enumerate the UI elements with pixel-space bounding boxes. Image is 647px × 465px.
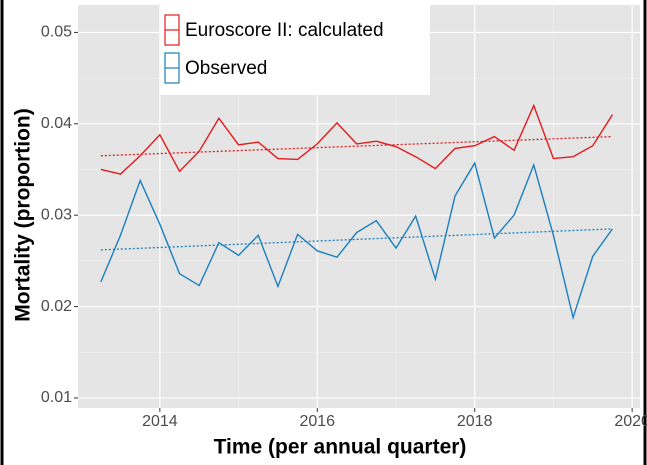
x-tick-label: 2016 — [299, 413, 335, 430]
x-axis-title: Time (per annual quarter) — [214, 436, 467, 459]
legend-label: Observed — [185, 58, 267, 79]
legend-label: Euroscore II: calculated — [185, 20, 384, 41]
marks — [100, 103, 614, 321]
series-line — [100, 161, 614, 321]
x-tick-label: 2014 — [142, 413, 178, 430]
y-tick-label: 0.04 — [41, 115, 72, 132]
legend-box — [160, 5, 430, 95]
y-tick-label: 0.02 — [41, 298, 72, 315]
grid: 0.01 0.02 0.03 0.04 0.05 2014 2016 2018 2020 — [41, 5, 647, 430]
legend: Euroscore II: calculated Observed — [160, 5, 430, 95]
y-tick-label: 0.01 — [41, 389, 72, 406]
y-axis-title: Mortality (proportion) — [12, 108, 35, 321]
trend-line — [100, 228, 613, 251]
trend-line — [100, 135, 613, 157]
x-tick-label: 2020 — [614, 413, 647, 430]
y-tick-label: 0.03 — [41, 206, 72, 223]
x-tick-label: 2018 — [457, 413, 493, 430]
y-tick-label: 0.05 — [41, 24, 72, 41]
series-line — [100, 103, 614, 175]
